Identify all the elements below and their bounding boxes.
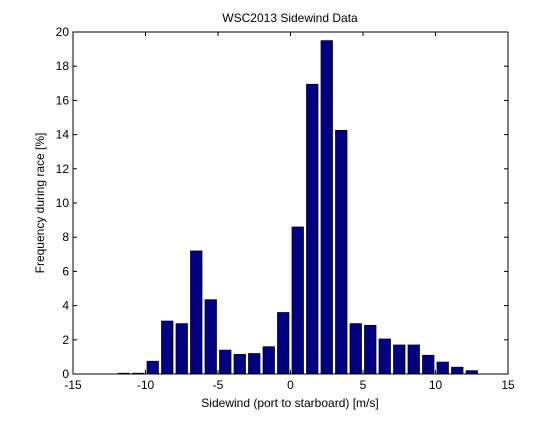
bars-group — [117, 40, 478, 375]
x-tick-label: 10 — [429, 378, 443, 392]
bar — [465, 370, 478, 375]
y-tick-label: 0 — [62, 367, 69, 381]
y-tick-label: 8 — [62, 230, 69, 244]
y-tick-label: 4 — [62, 299, 69, 313]
bar — [175, 323, 188, 375]
bar — [219, 349, 232, 375]
bar — [378, 338, 391, 375]
y-tick-label: 12 — [56, 162, 70, 176]
x-ticks-group: -15 -10 -5 0 5 10 15 — [64, 32, 515, 392]
x-tick-label: -15 — [64, 378, 82, 392]
y-tick-label: 18 — [56, 59, 70, 73]
bar — [204, 299, 217, 375]
bar — [248, 353, 261, 375]
y-axis-label: Frequency during race [%] — [33, 133, 47, 274]
bar — [190, 250, 203, 375]
bar — [262, 346, 275, 375]
bar — [451, 366, 464, 375]
bar — [335, 130, 348, 375]
y-tick-label: 2 — [62, 333, 69, 347]
bar — [407, 344, 420, 375]
y-tick-label: 16 — [56, 93, 70, 107]
axes-box — [72, 31, 509, 375]
bar — [422, 354, 435, 375]
x-tick-label: 0 — [287, 378, 294, 392]
x-tick-label: -10 — [137, 378, 155, 392]
bar — [233, 354, 246, 375]
bar — [161, 320, 174, 375]
bar — [364, 324, 377, 375]
bar — [436, 361, 449, 375]
bar — [320, 40, 333, 375]
bar — [306, 83, 319, 375]
y-tick-label: 14 — [56, 128, 70, 142]
y-tick-label: 6 — [62, 264, 69, 278]
x-tick-label: -5 — [213, 378, 224, 392]
x-axis-label: Sidewind (port to starboard) [m/s] — [201, 396, 378, 410]
bar — [349, 323, 362, 375]
y-ticks-group: 0 2 4 6 8 10 12 14 16 18 20 — [56, 25, 508, 381]
y-tick-label: 20 — [56, 25, 70, 39]
chart-title: WSC2013 Sidewind Data — [222, 11, 358, 25]
bar — [277, 312, 290, 375]
bar — [146, 360, 159, 375]
x-tick-label: 5 — [360, 378, 367, 392]
x-tick-label: 15 — [501, 378, 515, 392]
bar — [291, 226, 304, 375]
bar — [393, 344, 406, 375]
y-tick-label: 10 — [56, 196, 70, 210]
